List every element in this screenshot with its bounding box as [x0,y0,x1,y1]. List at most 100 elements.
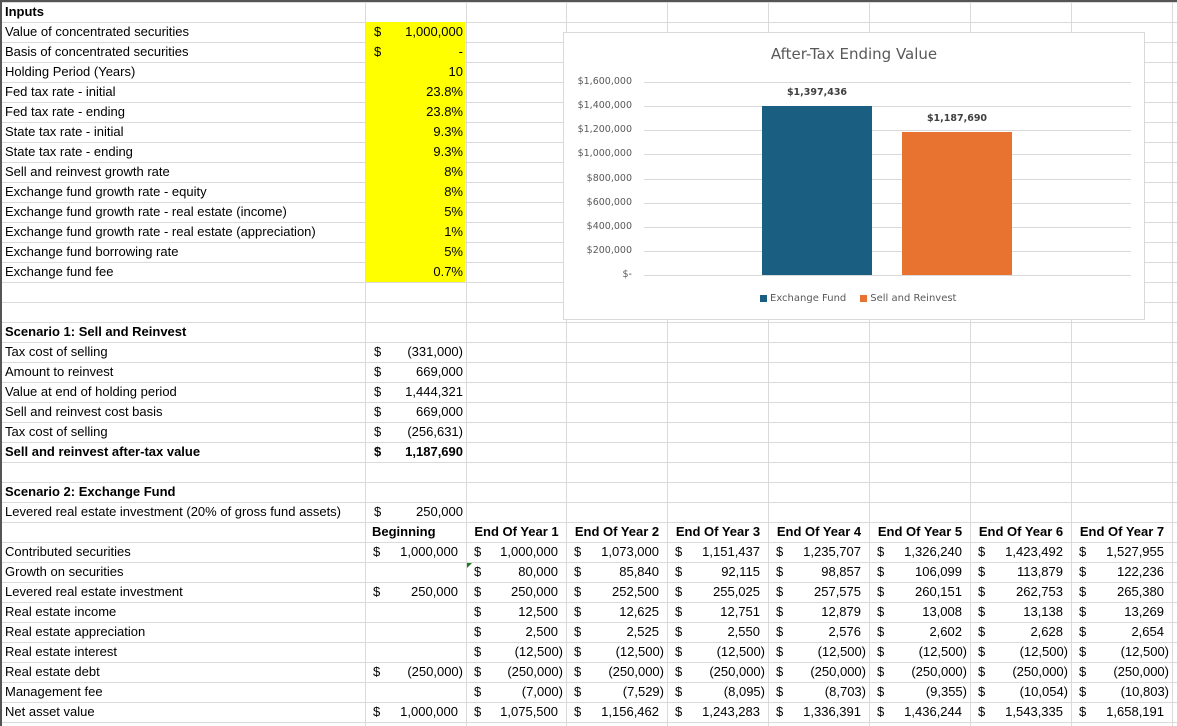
input-value-cell[interactable]: 5% [444,204,463,219]
scenario2-value-cell[interactable]: 1,658,191 [1106,704,1164,719]
scenario2-value-cell[interactable]: 260,151 [915,584,962,599]
scenario2-value-cell[interactable]: 98,857 [821,564,861,579]
scenario2-value-cell[interactable]: 85,840 [619,564,659,579]
scenario2-value-cell[interactable]: 1,235,707 [803,544,861,559]
scenario2-value-cell[interactable]: 12,625 [619,604,659,619]
input-value-cell[interactable]: 8% [444,164,463,179]
scenario2-value-cell[interactable]: (12,500) [1120,644,1169,659]
scenario2-value-cell[interactable]: (250,000) [810,664,866,679]
scenario2-value-cell[interactable]: 13,138 [1023,604,1063,619]
scenario1-value-cell[interactable]: 669,000 [416,404,463,419]
scenario2-value-cell[interactable]: (12,500) [918,644,967,659]
row-divider [2,442,1177,443]
scenario2-value-cell[interactable]: 2,500 [525,624,558,639]
scenario2-value-cell[interactable]: (7,529) [622,684,664,699]
scenario2-value-cell[interactable]: (250,000) [1012,664,1068,679]
input-value-cell[interactable]: - [458,44,463,59]
bar-sell-and-reinvest[interactable] [902,131,1012,275]
scenario2-value-cell[interactable]: 12,500 [518,604,558,619]
scenario1-value-cell[interactable]: 1,187,690 [405,444,463,459]
input-value-cell[interactable]: 0.7% [433,264,463,279]
scenario2-value-cell[interactable]: 1,000,000 [400,544,458,559]
scenario2-value-cell[interactable]: 13,008 [922,604,962,619]
input-value-cell[interactable]: 1,000,000 [405,24,463,39]
scenario2-value-cell[interactable]: 1,156,462 [601,704,659,719]
scenario2-value-cell[interactable]: 13,269 [1124,604,1164,619]
scenario2-value-cell[interactable]: (7,000) [521,684,563,699]
input-value-cell[interactable]: 5% [444,244,463,259]
scenario2-value-cell[interactable]: 2,654 [1131,624,1164,639]
scenario1-value-cell[interactable]: (256,631) [407,424,463,439]
scenario2-value-cell[interactable]: (250,000) [407,664,463,679]
scenario2-value-cell[interactable]: 12,879 [821,604,861,619]
input-value-cell[interactable]: 9.3% [433,124,463,139]
scenario2-value-cell[interactable]: 106,099 [915,564,962,579]
scenario2-value-cell[interactable]: 122,236 [1117,564,1164,579]
scenario2-value-cell[interactable]: 2,525 [626,624,659,639]
scenario2-value-cell[interactable]: 2,576 [828,624,861,639]
scenario2-value-cell[interactable]: 257,575 [814,584,861,599]
scenario2-value-cell[interactable]: 1,436,244 [904,704,962,719]
after-tax-chart[interactable]: After-Tax Ending Value $1,600,000 $1,400,… [563,32,1145,320]
scenario2-value-cell[interactable]: 80,000 [518,564,558,579]
currency-symbol: $ [1079,704,1087,719]
scenario2-value-cell[interactable]: 113,879 [1016,564,1063,579]
currency-symbol: $ [574,664,582,679]
input-value-cell[interactable]: 1% [444,224,463,239]
scenario1-value-cell[interactable]: (331,000) [407,344,463,359]
scenario2-value-cell[interactable]: (8,095) [723,684,765,699]
scenario2-value-cell[interactable]: (250,000) [507,664,563,679]
currency-symbol: $ [374,364,382,379]
scenario2-value-cell[interactable]: 2,602 [929,624,962,639]
input-value-cell[interactable]: 23.8% [426,104,463,119]
scenario2-value-cell[interactable]: (8,703) [824,684,866,699]
scenario2-value-cell[interactable]: 250,000 [511,584,558,599]
scenario2-value-cell[interactable]: 2,550 [727,624,760,639]
scenario2-value-cell[interactable]: 1,151,437 [702,544,760,559]
scenario2-value-cell[interactable]: (12,500) [1019,644,1068,659]
input-value-cell[interactable]: 8% [444,184,463,199]
scenario2-value-cell[interactable]: (12,500) [716,644,765,659]
y-axis-tick: $1,200,000 [577,124,632,136]
bar-exchange-fund[interactable] [762,106,872,275]
scenario2-value-cell[interactable]: 250,000 [411,584,458,599]
scenario2-value-cell[interactable]: 1,000,000 [400,704,458,719]
input-value-cell[interactable]: 10 [448,64,463,79]
input-value-cell[interactable]: 23.8% [426,84,463,99]
input-value-cell[interactable]: 9.3% [433,144,463,159]
scenario2-value-cell[interactable]: (12,500) [817,644,866,659]
input-label: Exchange fund growth rate - real estate … [5,204,287,219]
scenario2-value-cell[interactable]: 255,025 [713,584,760,599]
scenario2-value-cell[interactable]: (10,054) [1019,684,1068,699]
scenario2-value-cell[interactable]: (250,000) [709,664,765,679]
scenario2-value-cell[interactable]: (10,803) [1120,684,1169,699]
scenario2-value-cell[interactable]: 2,628 [1030,624,1063,639]
scenario2-value-cell[interactable]: 1,527,955 [1106,544,1164,559]
row-divider [2,522,1177,523]
scenario2-value-cell[interactable]: 1,075,500 [500,704,558,719]
scenario1-value-cell[interactable]: 1,444,321 [405,384,463,399]
scenario2-value-cell[interactable]: (12,500) [514,644,563,659]
scenario2-value-cell[interactable]: 1,336,391 [803,704,861,719]
scenario2-value-cell[interactable]: 1,543,335 [1005,704,1063,719]
scenario2-value-cell[interactable]: (12,500) [615,644,664,659]
levered-value-cell[interactable]: 250,000 [416,504,463,519]
scenario2-value-cell[interactable]: (9,355) [925,684,967,699]
scenario2-value-cell[interactable]: 1,243,283 [702,704,760,719]
chart-gridline [644,130,1131,132]
scenario2-value-cell[interactable]: 1,423,492 [1005,544,1063,559]
scenario2-value-cell[interactable]: 252,500 [612,584,659,599]
scenario2-value-cell[interactable]: (250,000) [1113,664,1169,679]
scenario2-value-cell[interactable]: 262,753 [1016,584,1063,599]
scenario2-value-cell[interactable]: 1,073,000 [601,544,659,559]
input-label: Exchange fund fee [5,264,114,279]
scenario2-value-cell[interactable]: (250,000) [608,664,664,679]
scenario2-value-cell[interactable]: 92,115 [721,564,760,579]
column-divider [869,2,870,726]
scenario2-value-cell[interactable]: 1,326,240 [904,544,962,559]
scenario2-value-cell[interactable]: 12,751 [720,604,760,619]
scenario1-value-cell[interactable]: 669,000 [416,364,463,379]
scenario2-value-cell[interactable]: (250,000) [911,664,967,679]
scenario2-value-cell[interactable]: 265,380 [1117,584,1164,599]
scenario2-value-cell[interactable]: 1,000,000 [500,544,558,559]
